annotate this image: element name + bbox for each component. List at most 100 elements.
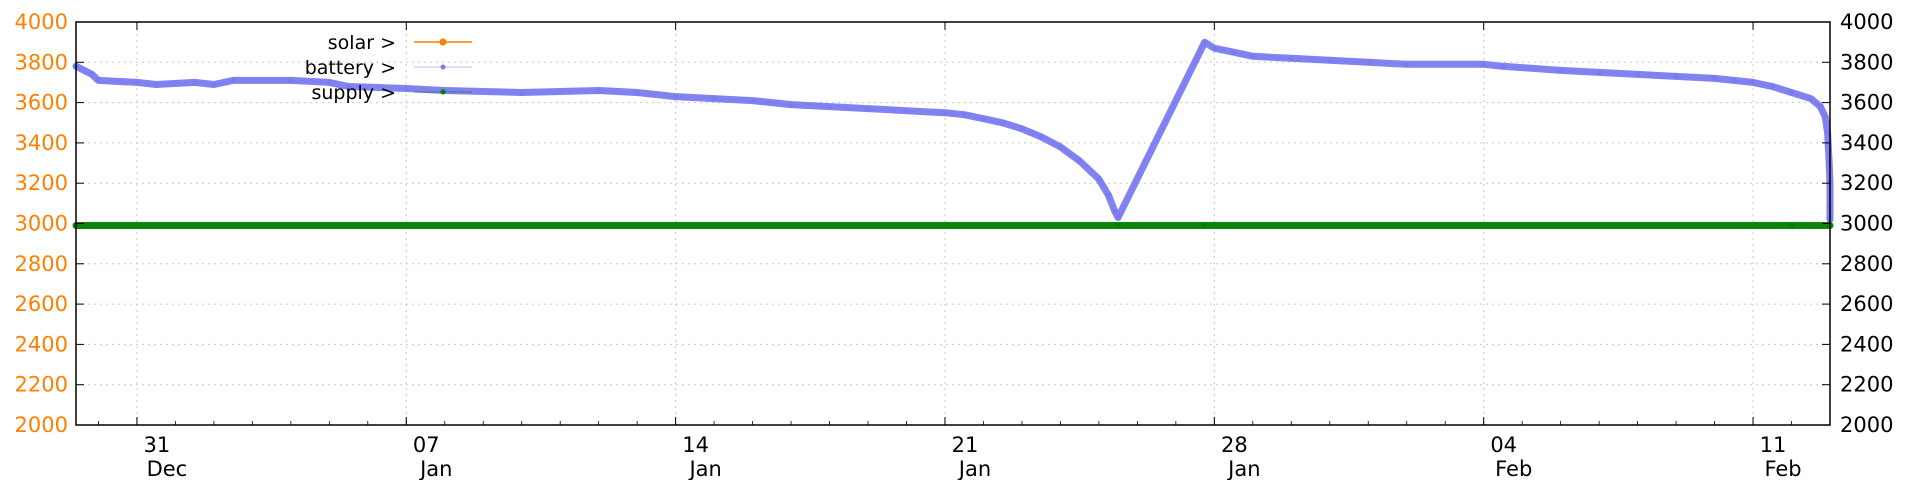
data-point	[1077, 158, 1083, 164]
y-tick-label-right: 3800	[1840, 50, 1893, 74]
data-point	[1817, 104, 1823, 110]
series-thin-line	[75, 41, 1831, 220]
y-tick-label-left: 3000	[15, 212, 68, 236]
y-tick-label-left: 2400	[15, 332, 68, 356]
data-point	[1481, 61, 1487, 67]
data-point	[211, 81, 217, 88]
data-point	[1115, 214, 1121, 221]
data-point	[1808, 96, 1814, 102]
y-tick-label-left: 3200	[15, 171, 68, 195]
x-tick-label-month: Feb	[1764, 457, 1801, 480]
data-point	[1211, 45, 1217, 51]
data-point	[1096, 176, 1102, 182]
data-point	[95, 77, 101, 83]
data-point	[1673, 73, 1679, 79]
data-point	[1057, 144, 1063, 150]
data-point	[788, 102, 794, 108]
legend-swatch-marker	[440, 64, 446, 70]
data-point	[1596, 69, 1602, 75]
x-tick-label-month: Feb	[1495, 457, 1532, 480]
data-point	[192, 79, 198, 85]
y-tick-label-right: 3400	[1840, 131, 1893, 155]
x-tick-label-month: Jan	[418, 457, 452, 480]
x-tick-label-day: 28	[1221, 433, 1248, 457]
data-point	[1000, 120, 1006, 126]
y-tick-label-right: 4000	[1840, 10, 1893, 34]
data-point	[1105, 192, 1112, 198]
y-tick-label-right: 2000	[1840, 413, 1893, 437]
series-layer	[72, 38, 1834, 229]
y-tick-label-left: 2600	[15, 292, 68, 316]
data-point	[1231, 49, 1237, 55]
data-point	[1822, 114, 1828, 120]
legend-swatch-marker	[439, 38, 447, 46]
data-point	[1250, 53, 1256, 59]
x-tick-label-day: 04	[1490, 433, 1517, 457]
data-point	[826, 104, 833, 110]
x-tick-label-month: Jan	[1226, 457, 1260, 480]
y-tick-label-left: 3600	[15, 91, 68, 115]
data-point	[1825, 130, 1831, 136]
data-point	[153, 81, 159, 88]
data-point	[942, 110, 948, 116]
legend-swatch-marker	[440, 89, 446, 95]
data-point	[403, 85, 409, 92]
data-point	[1202, 222, 1208, 229]
y-tick-label-right: 2800	[1840, 252, 1893, 276]
data-point	[1112, 208, 1118, 214]
y-tick-label-left: 2800	[15, 252, 68, 276]
data-point	[134, 79, 140, 85]
data-point	[711, 96, 717, 102]
y-tick-label-left: 4000	[15, 10, 68, 34]
data-point	[980, 116, 987, 122]
data-point	[1365, 59, 1371, 65]
data-point	[903, 108, 910, 114]
y-tick-label-right: 3000	[1840, 212, 1893, 236]
data-point	[1019, 126, 1025, 132]
y-tick-label-right: 2400	[1840, 332, 1893, 356]
y-tick-label-right: 2600	[1840, 292, 1893, 316]
x-tick-label-day: 14	[682, 433, 709, 457]
data-point	[1731, 77, 1737, 83]
y-tick-label-left: 2200	[15, 373, 68, 397]
legend-label: solar >	[328, 32, 396, 54]
data-point	[596, 87, 602, 94]
data-point	[1558, 67, 1564, 73]
data-point	[634, 89, 640, 96]
axes: 2000 2000 2200 2200 2400 2400 2600 2600 2800 2800…	[15, 10, 1894, 480]
data-point	[1500, 63, 1506, 69]
y-tick-label-right: 3600	[1840, 91, 1893, 115]
legend: solar > battery > supply >	[305, 32, 472, 104]
data-point	[1788, 89, 1795, 96]
data-point	[1404, 61, 1410, 67]
data-point	[1826, 160, 1832, 166]
legend-label: supply >	[311, 82, 396, 104]
data-point	[1635, 71, 1641, 77]
data-point	[1288, 55, 1294, 61]
series-2	[72, 38, 1834, 223]
data-point	[1788, 222, 1795, 229]
data-point	[230, 77, 236, 83]
data-point	[1202, 39, 1208, 45]
data-point	[519, 89, 525, 96]
data-point	[750, 98, 756, 104]
y-tick-label-left: 2000	[15, 413, 68, 437]
x-tick-label-day: 07	[413, 433, 440, 457]
data-point	[1769, 83, 1775, 90]
data-point	[961, 112, 967, 118]
x-tick-label-month: Jan	[957, 457, 991, 480]
y-tick-label-left: 3400	[15, 131, 68, 155]
series-3	[72, 222, 1834, 229]
y-tick-label-left: 3800	[15, 50, 68, 74]
data-point	[673, 94, 679, 100]
data-point	[1750, 79, 1756, 85]
data-point	[89, 71, 95, 77]
x-tick-label-day: 21	[952, 433, 979, 457]
data-point	[326, 79, 332, 85]
data-point	[1038, 134, 1044, 140]
x-tick-label-month: Dec	[147, 457, 188, 480]
x-tick-label-month: Jan	[687, 457, 721, 480]
legend-label: battery >	[305, 57, 396, 79]
y-tick-label-right: 3200	[1840, 171, 1893, 195]
